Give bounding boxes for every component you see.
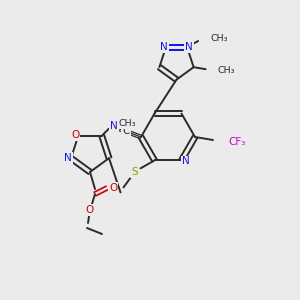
Text: CH₃: CH₃ bbox=[119, 119, 136, 128]
Text: S: S bbox=[131, 167, 138, 177]
Text: CF₃: CF₃ bbox=[228, 137, 245, 147]
Text: N: N bbox=[185, 42, 193, 52]
Text: O: O bbox=[71, 130, 80, 140]
Text: C: C bbox=[122, 126, 130, 136]
Text: CH₃: CH₃ bbox=[210, 34, 228, 43]
Text: O: O bbox=[86, 205, 94, 215]
Text: N: N bbox=[110, 121, 118, 131]
Text: N: N bbox=[64, 153, 72, 163]
Text: N: N bbox=[182, 156, 189, 167]
Text: O: O bbox=[109, 183, 117, 193]
Text: CH₃: CH₃ bbox=[218, 66, 235, 75]
Text: N: N bbox=[160, 42, 168, 52]
